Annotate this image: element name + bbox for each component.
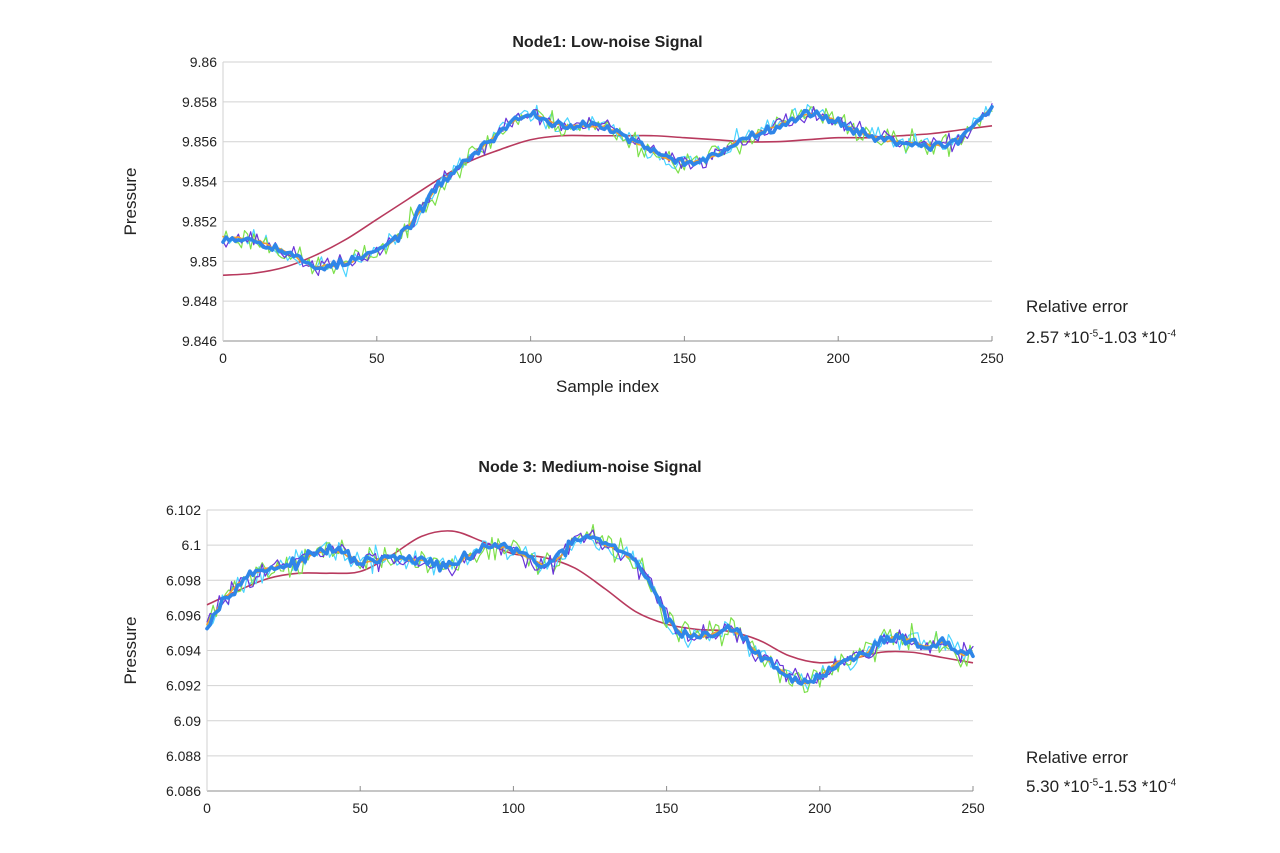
y-tick-label: 9.852 xyxy=(182,213,217,229)
x-tick-label: 200 xyxy=(827,350,851,366)
y-axis-label: Pressure xyxy=(121,616,140,684)
x-tick-label: 0 xyxy=(219,350,227,366)
x-tick-label: 100 xyxy=(519,350,543,366)
y-tick-label: 9.86 xyxy=(190,54,217,70)
y-tick-label: 6.086 xyxy=(166,783,201,799)
relative-error-node1-low-exponent: -5 xyxy=(1089,328,1099,340)
y-tick-label: 9.848 xyxy=(182,293,217,309)
x-tick-label: 150 xyxy=(673,350,697,366)
x-tick-label: 250 xyxy=(961,800,985,816)
y-axis-label: Pressure xyxy=(121,167,140,235)
x-tick-label: 150 xyxy=(655,800,679,816)
series-line-0 xyxy=(206,535,974,691)
relative-error-node3-low-mantissa: 5.30 *10 xyxy=(1026,777,1090,796)
y-tick-label: 6.088 xyxy=(166,748,201,764)
relative-error-node1-high-mantissa: -1.03 *10 xyxy=(1098,328,1168,347)
relative-error-node3-high-exponent: -4 xyxy=(1167,777,1177,789)
series-line-4 xyxy=(221,104,994,272)
y-tick-label: 9.846 xyxy=(182,333,217,349)
relative-error-node1-low-mantissa: 2.57 *10 xyxy=(1026,328,1090,347)
series-line-4 xyxy=(205,533,975,686)
chart-title: Node 3: Medium-noise Signal xyxy=(478,459,701,476)
x-tick-label: 100 xyxy=(502,800,526,816)
x-tick-label: 50 xyxy=(352,800,368,816)
chart-title: Node1: Low-noise Signal xyxy=(512,34,702,51)
series-line-0 xyxy=(222,104,993,278)
x-tick-label: 250 xyxy=(980,350,1004,366)
x-axis-label: Sample index xyxy=(556,377,660,396)
x-tick-label: 200 xyxy=(808,800,832,816)
relative-error-label-node1: Relative error xyxy=(1026,297,1129,316)
relative-error-node3-high-mantissa: -1.53 *10 xyxy=(1098,777,1168,796)
relative-error-value-node1: 2.57 *10-5-1.03 *10-4 xyxy=(1026,328,1176,348)
y-tick-label: 9.85 xyxy=(190,253,217,269)
chart-node1: 9.846 9.848 9.85 9.852 9.854 9.856 9.858 9.86 0 5… xyxy=(121,34,1004,396)
y-tick-label: 9.856 xyxy=(182,134,217,150)
relative-error-node3-low-exponent: -5 xyxy=(1089,777,1099,789)
x-tick-label: 0 xyxy=(203,800,211,816)
y-tick-label: 6.094 xyxy=(166,643,201,659)
y-tick-label: 6.102 xyxy=(166,502,201,518)
y-tick-label: 9.854 xyxy=(182,174,217,190)
x-tick-label: 50 xyxy=(369,350,385,366)
y-tick-label: 6.1 xyxy=(182,537,202,553)
series-line-3 xyxy=(206,534,974,685)
relative-error-value-node3: 5.30 *10-5-1.53 *10-4 xyxy=(1026,777,1176,797)
series-line-smooth-fit xyxy=(222,124,993,277)
y-tick-label: 6.092 xyxy=(166,678,201,694)
y-tick-label: 6.09 xyxy=(174,713,201,729)
y-tick-label: 9.858 xyxy=(182,94,217,110)
y-tick-label: 6.096 xyxy=(166,607,201,623)
chart-node3: 6.086 6.088 6.09 6.092 6.094 6.096 6.098 6.1 6.1… xyxy=(121,459,985,816)
relative-error-node1-high-exponent: -4 xyxy=(1167,328,1177,340)
y-tick-label: 6.098 xyxy=(166,572,201,588)
relative-error-label-node3: Relative error xyxy=(1026,748,1129,767)
